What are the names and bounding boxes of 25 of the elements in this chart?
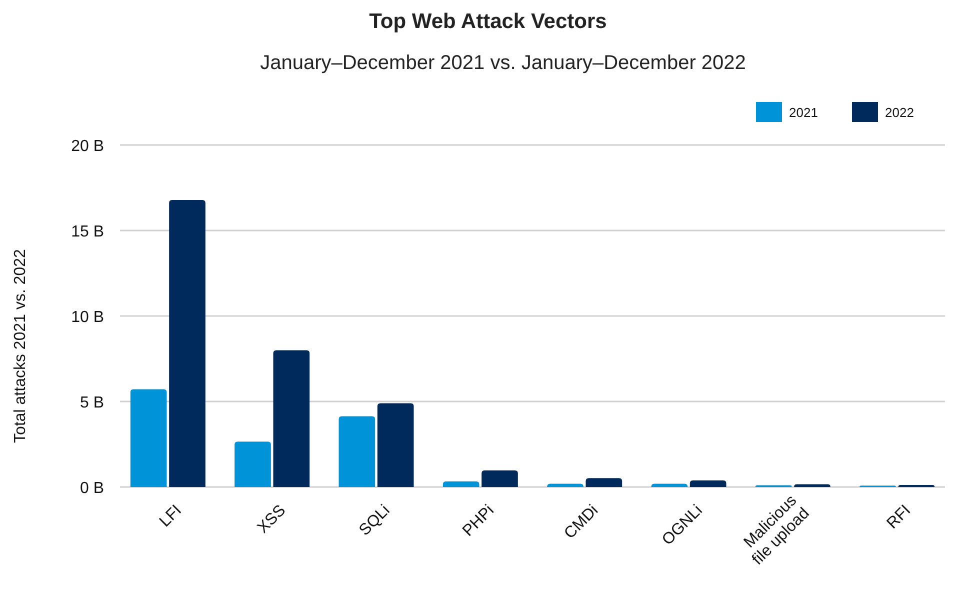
y-tick-label: 10 B <box>71 309 104 326</box>
y-tick-label: 20 B <box>71 138 104 155</box>
bar <box>794 484 830 487</box>
bar <box>690 480 726 487</box>
x-tick-label: LFI <box>156 502 185 530</box>
bar <box>130 389 167 487</box>
bar <box>377 403 414 487</box>
legend-label: 2021 <box>789 105 818 120</box>
chart-subtitle: January–December 2021 vs. January–December 2022 <box>260 52 746 74</box>
x-tick-label: RFI <box>884 502 914 532</box>
bar <box>482 470 518 487</box>
y-tick-label: 15 B <box>71 224 104 240</box>
y-tick-label: 0 B <box>80 480 104 497</box>
bar <box>234 442 271 487</box>
chart-title: Top Web Attack Vectors <box>369 10 607 33</box>
bar <box>338 416 376 487</box>
bar <box>273 350 310 487</box>
bar <box>169 200 206 487</box>
bar <box>547 484 584 487</box>
bar <box>651 484 688 487</box>
bar <box>586 478 622 487</box>
legend-label: 2022 <box>885 105 914 120</box>
y-tick-label: 5 B <box>80 394 104 412</box>
bar <box>442 481 480 487</box>
y-axis-title: Total attacks 2021 vs. 2022 <box>12 248 29 443</box>
